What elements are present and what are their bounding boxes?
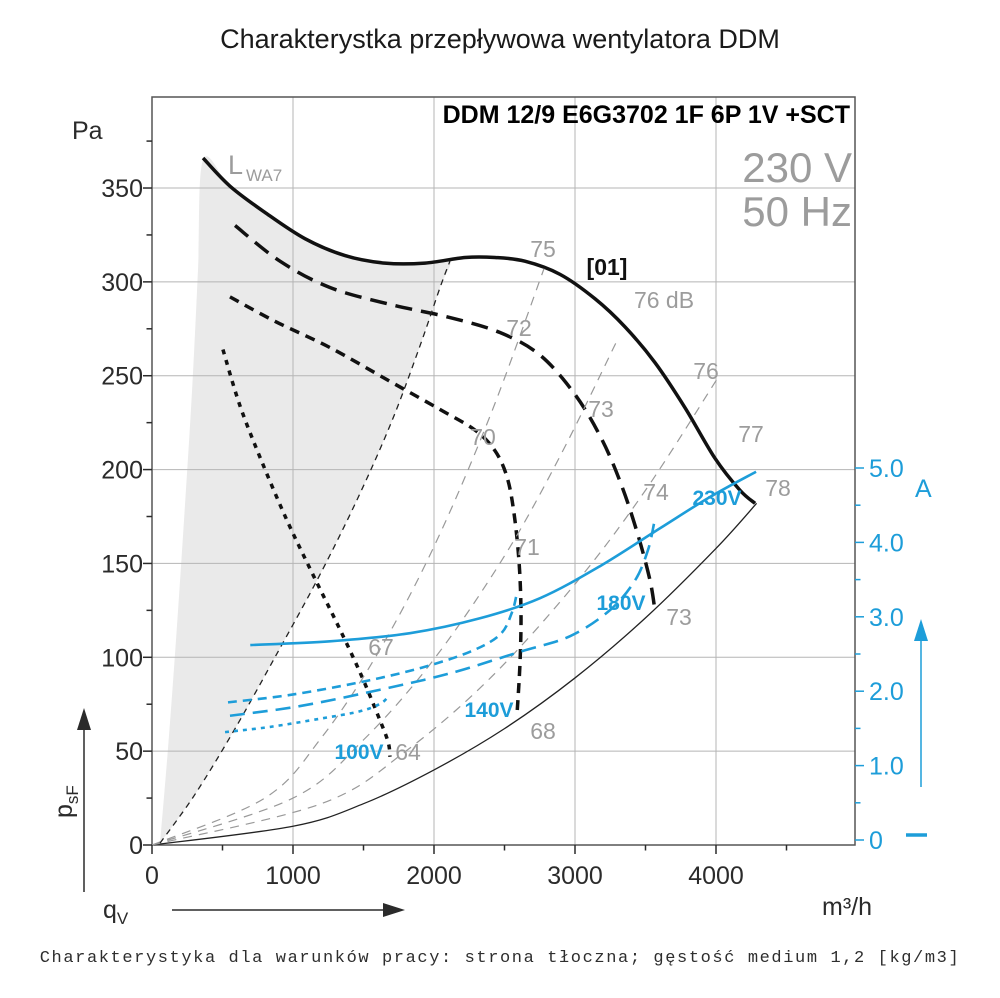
y-tick-label: 250	[101, 363, 143, 391]
noise-level-label: 75	[530, 236, 556, 262]
noise-level-label: 73	[588, 396, 614, 422]
tick-labels-layer: 0 1000 2000 3000 4000 350 300 250 200 150 100 50 0 5.…	[101, 175, 903, 890]
noise-level-label: 74	[643, 479, 669, 505]
noise-level-label: 64	[395, 739, 421, 765]
voltage-curve-label: 140V	[464, 699, 513, 722]
x-tick-label: 1000	[265, 862, 321, 890]
noise-level-label: 78	[765, 475, 791, 501]
noise-level-label: 77	[738, 421, 764, 447]
voltage-curve-label: 100V	[334, 741, 383, 764]
noise-level-label: 70	[470, 424, 496, 450]
lwa-subscript: WA7	[246, 166, 282, 185]
page-title: Charakterystka przepływowa wentylatora D…	[220, 24, 780, 54]
current-axis-arrow	[914, 619, 928, 787]
current-100V	[224, 696, 389, 734]
current-140V	[227, 591, 519, 704]
current-tick-label: 5.0	[869, 455, 904, 483]
y-tick-label: 300	[101, 269, 143, 297]
fan-curve-140V	[229, 295, 523, 714]
left-axis-unit: Pa	[72, 117, 103, 145]
voltage-label: 230 V	[742, 144, 852, 191]
grid-layer	[152, 97, 855, 845]
y-tick-label: 0	[129, 832, 143, 860]
curves-layer	[151, 156, 758, 846]
noise-level-label: 67	[368, 634, 394, 660]
current-tick-label: 4.0	[869, 529, 904, 557]
bottom-axis-unit: m³/h	[822, 893, 872, 921]
chart-caption: Charakterystyka dla warunków pracy: stro…	[40, 949, 961, 968]
noise-level-label: 76 dB	[634, 287, 694, 313]
y-tick-label: 50	[115, 738, 143, 766]
annotations-layer: 75 72 70 67 64 76 dB 73 71 68 76 74 77 73 78 [01] 230V 1…	[228, 150, 791, 765]
noise-level-label: 72	[506, 315, 532, 341]
current-tick-label: 0	[869, 827, 883, 855]
current-tick-label: 2.0	[869, 678, 904, 706]
flow-quantity-label: qV	[103, 896, 129, 928]
noise-level-label: 68	[530, 718, 556, 744]
stall-region-layer	[160, 156, 451, 844]
stall-boundary	[159, 260, 451, 844]
stall-region	[160, 156, 451, 844]
current-tick-label: 3.0	[869, 604, 904, 632]
current-230V	[250, 470, 757, 647]
pressure-axis-arrow	[77, 708, 91, 892]
fan-curve-100V	[221, 348, 392, 758]
fan-curve-230V	[201, 156, 757, 505]
noise-level-label: 73	[666, 604, 692, 630]
current-180V	[229, 523, 656, 718]
right-axis-unit: A	[915, 475, 932, 503]
flow-axis-arrow	[172, 903, 405, 917]
reference-label: [01]	[587, 254, 628, 280]
current-tick-label: 1.0	[869, 753, 904, 781]
x-tick-label: 2000	[406, 862, 462, 890]
y-tick-label: 200	[101, 457, 143, 485]
fan-model-label: DDM 12/9 E6G3702 1F 6P 1V +SCT	[443, 101, 850, 129]
x-tick-label: 0	[145, 862, 159, 890]
fan-curve-180V	[233, 224, 657, 611]
frequency-label: 50 Hz	[742, 188, 852, 235]
voltage-curve-label: 180V	[596, 592, 645, 615]
throttle-line-76	[151, 377, 719, 846]
lwa-symbol: L	[228, 150, 243, 180]
pressure-quantity-label: psF	[50, 785, 82, 818]
plot-frame	[151, 96, 856, 846]
noise-level-label: 76	[693, 358, 719, 384]
ticks-layer	[143, 140, 864, 854]
x-tick-label: 3000	[547, 862, 603, 890]
noise-level-label: 71	[514, 534, 540, 560]
y-tick-label: 350	[101, 175, 143, 203]
y-tick-label: 100	[101, 644, 143, 672]
y-tick-label: 150	[101, 550, 143, 578]
throttle-line-max	[151, 502, 758, 846]
voltage-curve-label: 230V	[692, 487, 741, 510]
x-tick-label: 4000	[688, 862, 744, 890]
